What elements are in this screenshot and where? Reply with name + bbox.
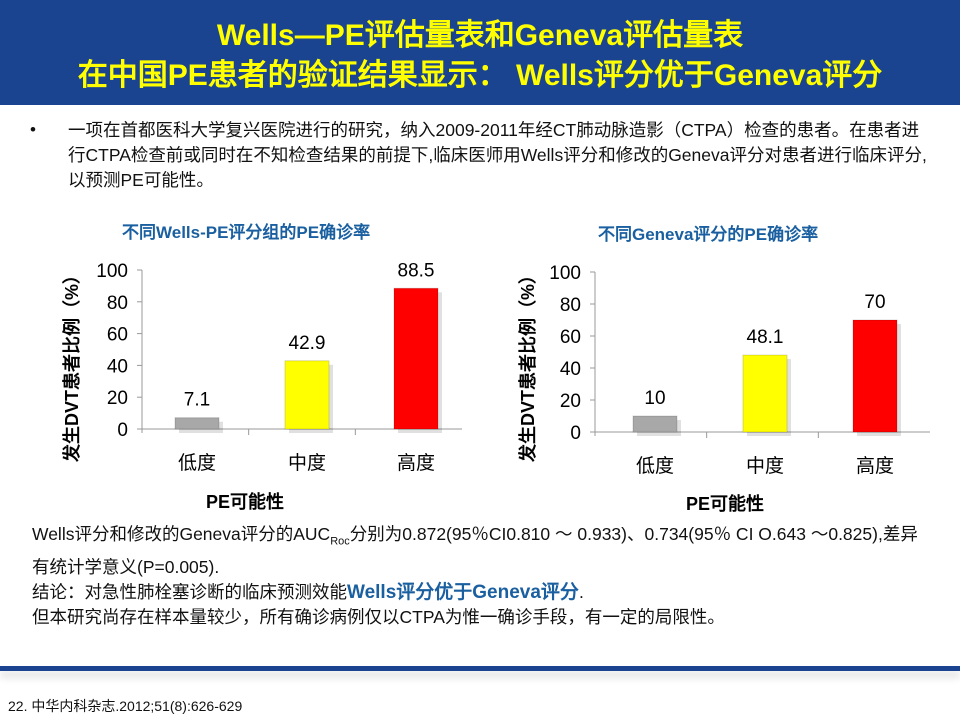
slide-title-line1: Wells—PE评估量表和Geneva评估量表 [216,19,744,52]
chart2-bar-2 [852,319,898,433]
chart2-category-label: 高度 [856,455,894,477]
chart1-category-label: 低度 [178,452,216,474]
chart1-bar-1 [284,360,330,430]
slide-title-line2: 在中国PE患者的验证结果显示： Wells评分优于Geneva评分 [77,59,883,92]
footer-divider [0,666,960,671]
chart1-y-tick-label: 100 [96,261,128,282]
chart1-bar-0 [174,417,220,430]
chart2-bar-1 [742,354,788,433]
intro-text: 一项在首都医科大学复兴医院进行的研究，纳入2009-2011年经CT肺动脉造影（… [68,120,927,190]
chart2-y-tick-label: 40 [560,359,581,380]
chart1-category-label: 中度 [288,452,326,474]
concl-post: . [578,581,584,602]
chart2-y-tick-label: 20 [560,391,581,412]
chart1-y-tick-label: 20 [107,388,128,409]
reference: 22. 中华内科杂志.2012;51(8):626-629 [8,698,243,714]
chart1-title: 不同Wells-PE评分组的PE确诊率 [122,223,371,242]
chart2-xlabel: PE可能性 [686,494,765,514]
chart2-data-label: 10 [644,388,665,409]
chart1-y-tick-label: 60 [107,325,128,346]
chart2-category-label: 中度 [746,455,784,477]
conclusion-block: Wells评分和修改的Geneva评分的AUCRoc分别为0.872(95％CI… [32,522,932,630]
chart1-data-label: 7.1 [184,390,210,411]
chart2-y-tick-label: 80 [560,295,581,316]
chart1-xlabel: PE可能性 [206,492,285,512]
auc-pre: Wells评分和修改的Geneva评分的AUC [32,524,331,544]
chart1-bar-2 [393,287,439,430]
limitation-text: 但本研究尚存在样本量较少，所有确诊病例仅以CTPA为惟一确诊手段，有一定的局限性… [32,606,725,627]
chart1-y-tick-label: 40 [107,356,128,377]
concl-highlight: Wells评分优于Geneva评分 [347,581,579,603]
conclusion-text: 结论：对急性肺栓塞诊断的临床预测效能Wells评分优于Geneva评分. [32,580,932,605]
chart1-data-label: 42.9 [289,333,326,354]
chart2-title: 不同Geneva评分的PE确诊率 [598,225,819,244]
title-banner [0,0,960,105]
chart2-y-tick-label: 60 [560,327,581,348]
bullet-marker: • [30,120,36,139]
chart2-bar-0 [632,415,678,433]
concl-pre: 结论：对急性肺栓塞诊断的临床预测效能 [32,581,347,602]
chart1-data-label: 88.5 [398,260,435,281]
auc-sub: Roc [330,535,350,548]
chart1-y-tick-label: 0 [117,420,128,441]
auc-text: Wells评分和修改的Geneva评分的AUCRoc分别为0.872(95％CI… [32,522,932,580]
chart1-y-tick-label: 80 [107,293,128,314]
chart2-y-tick-label: 100 [549,263,581,284]
auc-post: 分别为0.872(95％CI0.810 ～ 0.933)、0.734(95％ C… [32,524,918,577]
chart1-category-label: 高度 [397,452,435,474]
chart2-y-tick-label: 0 [570,423,581,444]
chart2-data-label: 48.1 [747,327,784,348]
chart2-category-label: 低度 [636,455,674,477]
chart2-data-label: 70 [864,292,885,313]
